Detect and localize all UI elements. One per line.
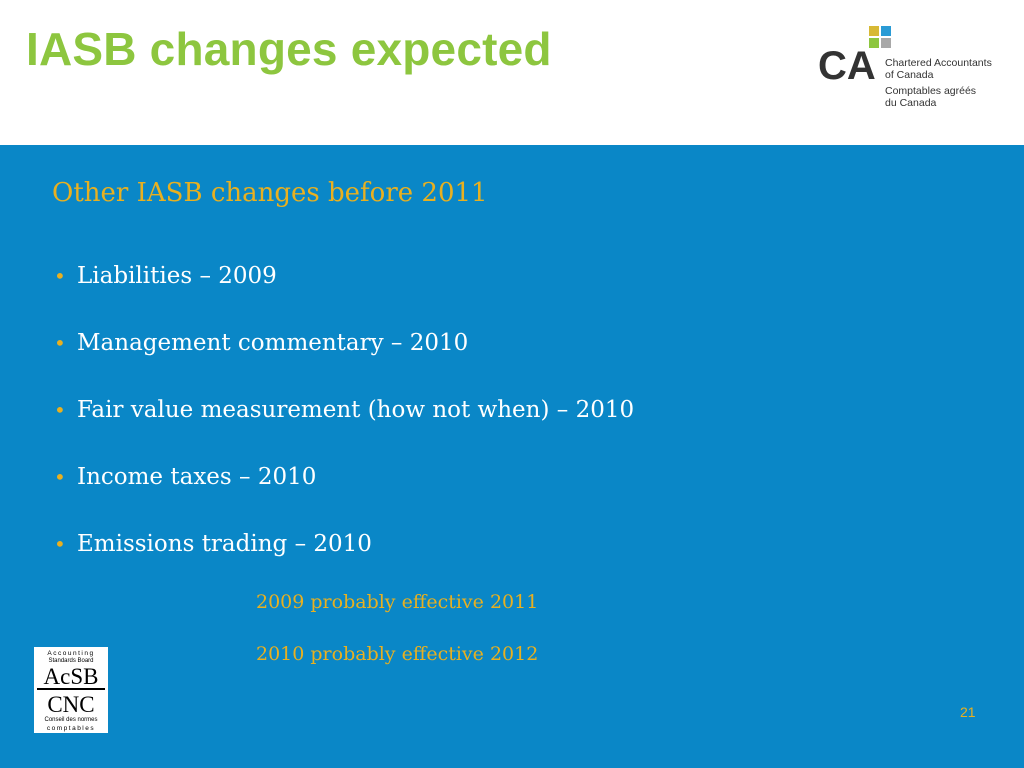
bullet-item: • Management commentary – 2010	[52, 328, 634, 395]
ca-name-en: Chartered Accountants of Canada	[885, 57, 992, 81]
ca-logo: CA Chartered Accountants of Canada Compt…	[818, 24, 1018, 114]
ca-name-fr: Comptables agréés du Canada	[885, 85, 976, 109]
ca-name-fr-line: du Canada	[885, 97, 937, 109]
acsb-logo: Accounting Standards Board AcSB CNC Cons…	[34, 647, 108, 733]
ca-logo-mark: CA	[818, 26, 891, 84]
bullet-text: Emissions trading – 2010	[77, 531, 372, 557]
effective-note: 2010 probably effective 2012	[256, 643, 539, 665]
bullet-icon: •	[54, 465, 66, 489]
acsb-logo-line: Accounting	[47, 650, 94, 657]
ca-name-fr-line: Comptables agréés	[885, 85, 977, 97]
bullet-icon: •	[54, 264, 66, 288]
page-number: 21	[960, 704, 976, 720]
effective-note: 2009 probably effective 2011	[256, 591, 539, 613]
acsb-logo-line: Standards Board	[48, 658, 93, 664]
bullet-text: Income taxes – 2010	[77, 464, 317, 490]
bullet-text: Management commentary – 2010	[77, 330, 469, 356]
acsb-logo-line: Conseil des normes	[44, 717, 97, 723]
bullet-item: • Emissions trading – 2010	[52, 529, 634, 596]
bullet-item: • Fair value measurement (how not when) –…	[52, 395, 634, 462]
ca-name-en-line: of Canada	[885, 69, 934, 81]
bullet-list: • Liabilities – 2009 • Management commenta…	[52, 261, 634, 596]
bullet-item: • Income taxes – 2010	[52, 462, 634, 529]
acsb-logo-line: comptables	[47, 725, 95, 732]
acsb-logo-abbr: AcSB	[44, 664, 99, 689]
bullet-text: Liabilities – 2009	[77, 263, 277, 289]
slide-title: IASB changes expected	[26, 23, 552, 75]
acsb-logo-abbr: CNC	[47, 692, 94, 717]
bullet-icon: •	[54, 398, 66, 422]
bullet-icon: •	[54, 331, 66, 355]
bullet-text: Fair value measurement (how not when) – …	[77, 397, 635, 423]
section-subtitle: Other IASB changes before 2011	[52, 178, 488, 208]
bullet-item: • Liabilities – 2009	[52, 261, 634, 328]
content-panel: Other IASB changes before 2011 • Liabilit…	[0, 145, 1024, 768]
ca-name-en-line: Chartered Accountants	[885, 57, 992, 69]
ca-logo-letters: CA	[818, 44, 876, 84]
bullet-icon: •	[54, 532, 66, 556]
